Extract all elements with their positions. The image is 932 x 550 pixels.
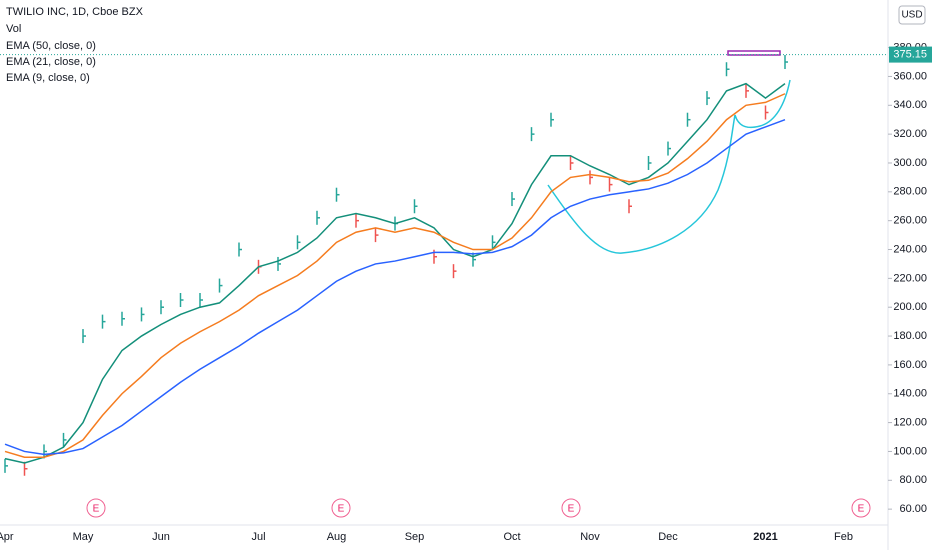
y-tick-label: 360.00 bbox=[893, 70, 927, 82]
indicator-label: EMA (9, close, 0) bbox=[6, 72, 90, 84]
symbol-title: TWILIO INC, 1D, Cboe BZX bbox=[6, 6, 144, 18]
currency-label[interactable]: USD bbox=[901, 10, 922, 21]
earnings-label: E bbox=[93, 504, 100, 515]
indicator-label: Vol bbox=[6, 23, 21, 35]
x-tick-label: Jul bbox=[251, 531, 265, 543]
indicator-label: EMA (21, close, 0) bbox=[6, 56, 96, 68]
y-tick-label: 80.00 bbox=[899, 474, 927, 486]
y-tick-label: 240.00 bbox=[893, 243, 927, 255]
ema-line bbox=[4, 93, 786, 458]
y-tick-label: 320.00 bbox=[893, 128, 927, 140]
currency-box[interactable] bbox=[898, 5, 926, 25]
x-tick-label: Jun bbox=[152, 531, 170, 543]
x-tick-label: May bbox=[73, 531, 94, 543]
last-price-tag bbox=[889, 46, 932, 63]
earnings-label: E bbox=[338, 504, 345, 515]
y-tick-label: 180.00 bbox=[893, 330, 927, 342]
y-tick-label: 300.00 bbox=[893, 157, 927, 169]
x-tick-label: Sep bbox=[405, 531, 425, 543]
y-tick-label: 120.00 bbox=[893, 417, 927, 429]
y-tick-label: 60.00 bbox=[899, 503, 927, 515]
x-tick-label: Feb bbox=[834, 531, 853, 543]
x-tick-label: Dec bbox=[658, 531, 678, 543]
earnings-marker[interactable] bbox=[851, 498, 871, 518]
y-tick-label: 280.00 bbox=[893, 186, 927, 198]
x-tick-label: Oct bbox=[503, 531, 520, 543]
earnings-marker[interactable] bbox=[561, 498, 581, 518]
x-tick-label: Nov bbox=[580, 531, 600, 543]
cup-drawing bbox=[547, 79, 791, 254]
legend: TWILIO INC, 1D, Cboe BZX Vol EMA (50, cl… bbox=[6, 6, 144, 84]
indicator-label: EMA (50, close, 0) bbox=[6, 40, 96, 52]
last-price-label: 375.15 bbox=[893, 48, 927, 60]
x-tick-label: Apr bbox=[0, 531, 14, 543]
y-tick-label: 200.00 bbox=[893, 301, 927, 313]
x-tick-label: 2021 bbox=[753, 531, 777, 543]
earnings-label: E bbox=[568, 504, 575, 515]
ema-line bbox=[4, 82, 786, 464]
x-tick-label: Aug bbox=[327, 531, 347, 543]
y-tick-label: 160.00 bbox=[893, 359, 927, 371]
y-tick-label: 260.00 bbox=[893, 215, 927, 227]
ema-line bbox=[4, 119, 786, 456]
earnings-marker[interactable] bbox=[331, 498, 351, 518]
y-tick-label: 220.00 bbox=[893, 272, 927, 284]
earnings-label: E bbox=[858, 504, 865, 515]
y-tick-label: 100.00 bbox=[893, 445, 927, 457]
y-tick-label: 140.00 bbox=[893, 388, 927, 400]
y-tick-label: 340.00 bbox=[893, 99, 927, 111]
earnings-marker[interactable] bbox=[86, 498, 106, 518]
